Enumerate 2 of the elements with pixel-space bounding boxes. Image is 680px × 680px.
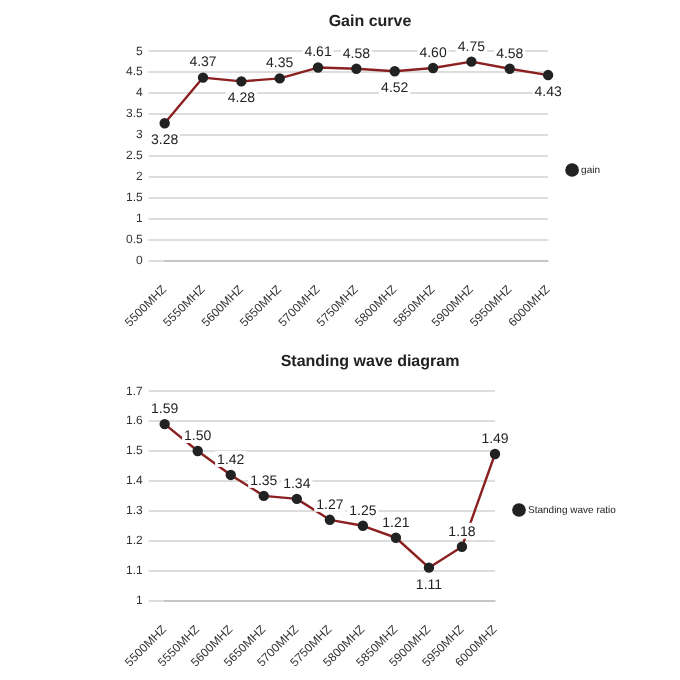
chart-title: Standing wave diagram — [280, 352, 460, 371]
chart-title: Gain curve — [328, 12, 413, 31]
